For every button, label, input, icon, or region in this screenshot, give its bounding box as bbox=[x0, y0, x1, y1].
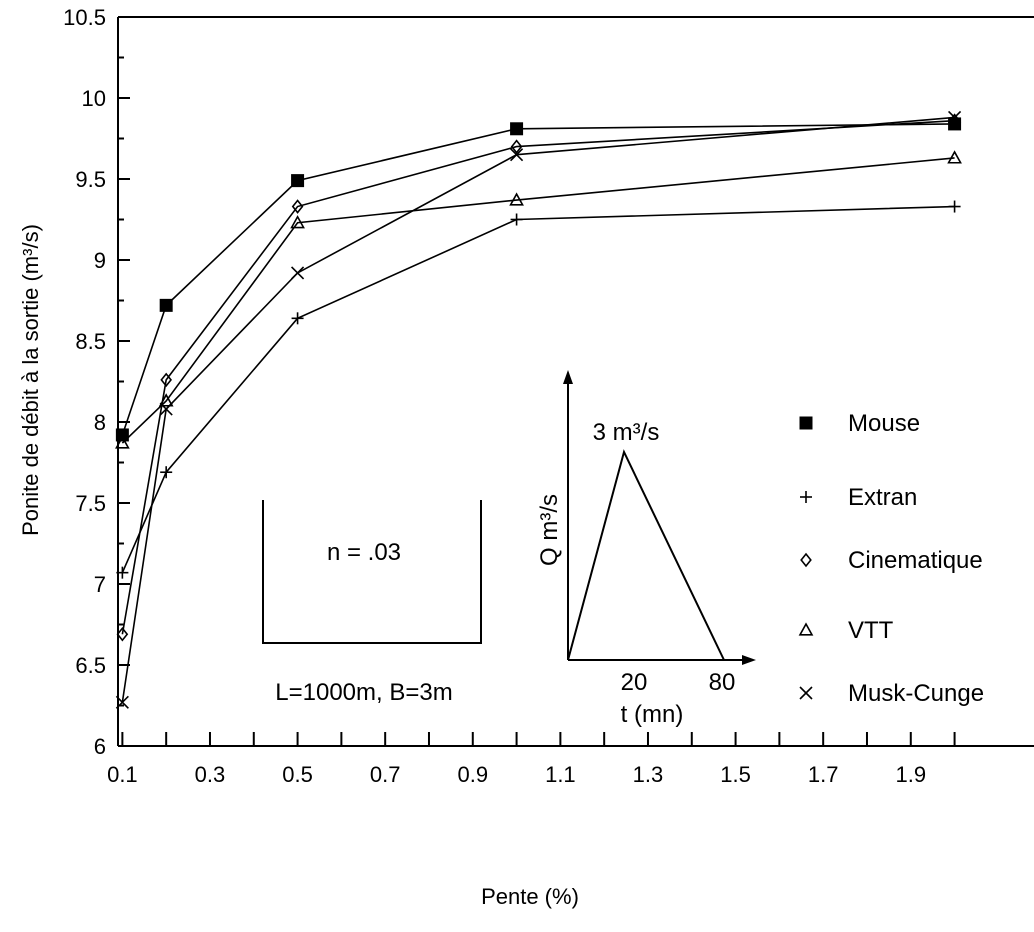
y-axis-title: Ponite de débit à la sortie (m³/s) bbox=[18, 224, 43, 536]
series-mouse bbox=[115, 117, 962, 442]
data-point-vtt bbox=[115, 435, 130, 449]
x-tick-label: 0.9 bbox=[457, 762, 488, 787]
x-tick-label: 0.7 bbox=[370, 762, 401, 787]
series-musk-cunge bbox=[115, 110, 962, 709]
y-tick-label: 10.5 bbox=[63, 5, 106, 30]
data-point-musk-cunge bbox=[510, 148, 524, 162]
data-point-vtt bbox=[509, 192, 524, 206]
data-point-mouse bbox=[115, 428, 129, 442]
data-point-musk-cunge bbox=[291, 266, 305, 280]
legend-item-cinematique: Cinematique bbox=[800, 547, 983, 574]
legend-item-extran: Extran bbox=[800, 484, 917, 511]
data-point-vtt bbox=[290, 215, 305, 229]
legend-item-vtt: VTT bbox=[798, 617, 894, 644]
legend-label-mouse: Mouse bbox=[848, 410, 920, 437]
x-tick-label: 1.1 bbox=[545, 762, 576, 787]
hydrograph-peak-label: 3 m³/s bbox=[593, 419, 660, 446]
hydrograph-y-label: Q m³/s bbox=[536, 494, 563, 566]
legend-marker-mouse bbox=[799, 416, 813, 430]
series-line-cinematique bbox=[121, 119, 955, 635]
x-tick-label: 0.5 bbox=[282, 762, 313, 787]
legend-item-mouse: Mouse bbox=[799, 410, 920, 437]
series-line-musk-cunge bbox=[121, 116, 955, 703]
data-point-mouse bbox=[291, 174, 305, 188]
y-tick-label: 6.5 bbox=[75, 653, 106, 678]
legend-label-cinematique: Cinematique bbox=[848, 547, 983, 574]
y-tick-label: 10 bbox=[82, 86, 106, 111]
y-tick-label: 7.5 bbox=[75, 491, 106, 516]
data-point-extran bbox=[116, 566, 129, 579]
hydrograph-tick-20: 20 bbox=[621, 669, 648, 696]
data-point-cinematique bbox=[160, 372, 173, 388]
y-tick-label: 8.5 bbox=[75, 329, 106, 354]
y-tick-label: 8 bbox=[94, 410, 106, 435]
legend-label-extran: Extran bbox=[848, 484, 917, 511]
hydrograph-x-arrow bbox=[742, 655, 756, 665]
y-tick-label: 9.5 bbox=[75, 167, 106, 192]
x-tick-label: 0.3 bbox=[195, 762, 226, 787]
data-point-vtt bbox=[158, 393, 174, 407]
x-tick-label: 1.3 bbox=[633, 762, 664, 787]
data-point-extran bbox=[291, 312, 304, 325]
legend-item-musk-cunge: Musk-Cunge bbox=[799, 680, 984, 707]
legend-marker-vtt bbox=[798, 622, 814, 636]
y-tick-label: 6 bbox=[94, 734, 106, 759]
ticks: 6 6.5 7 7.5 8 8.5 9 9.5 10 10.5 0.1 0.3 0.5 0.7 0.9 1.1… bbox=[63, 5, 956, 787]
y-tick-label: 7 bbox=[94, 572, 106, 597]
legend-label-vtt: VTT bbox=[848, 617, 894, 644]
x-tick-label: 1.5 bbox=[720, 762, 751, 787]
legend-marker-cinematique bbox=[800, 552, 812, 568]
series bbox=[115, 110, 962, 709]
data-point-cinematique bbox=[948, 113, 961, 128]
axes bbox=[117, 16, 1034, 747]
hydrograph-y-arrow bbox=[563, 370, 573, 384]
data-point-vtt bbox=[947, 150, 962, 164]
data-point-extran bbox=[160, 466, 173, 479]
data-point-cinematique bbox=[291, 199, 304, 214]
series-cinematique bbox=[116, 113, 961, 642]
hydrograph-inset: 3 m³/s Q m³/s 20 80 t (mn) bbox=[536, 370, 756, 728]
legend: Mouse Extran Cinematique VTT Musk-Cunge bbox=[798, 410, 984, 707]
x-axis-title: Pente (%) bbox=[481, 884, 579, 909]
series-line-vtt bbox=[121, 157, 955, 444]
data-point-cinematique bbox=[116, 626, 129, 642]
legend-marker-musk-cunge bbox=[799, 686, 813, 700]
data-point-musk-cunge bbox=[115, 695, 129, 709]
y-tick-label: 9 bbox=[94, 248, 106, 273]
channel-dimensions-label: L=1000m, B=3m bbox=[275, 679, 452, 706]
legend-marker-extran bbox=[800, 491, 812, 503]
data-point-mouse bbox=[510, 122, 524, 136]
data-point-musk-cunge bbox=[948, 110, 962, 125]
hydrograph-x-label: t (mn) bbox=[621, 701, 684, 728]
data-point-mouse bbox=[159, 298, 173, 312]
channel-inset: n = .03 L=1000m, B=3m bbox=[262, 500, 482, 706]
x-tick-label: 1.7 bbox=[808, 762, 839, 787]
hydrograph-curve bbox=[567, 449, 725, 661]
hydrograph-tick-80: 80 bbox=[709, 669, 736, 696]
manning-n-label: n = .03 bbox=[327, 539, 401, 566]
series-vtt bbox=[115, 150, 962, 449]
data-point-cinematique bbox=[510, 139, 523, 154]
x-tick-label: 1.9 bbox=[895, 762, 926, 787]
data-point-musk-cunge bbox=[159, 402, 173, 416]
data-point-extran bbox=[948, 200, 961, 213]
x-tick-label: 0.1 bbox=[107, 762, 138, 787]
channel-section-shape bbox=[262, 500, 482, 644]
legend-label-musk-cunge: Musk-Cunge bbox=[848, 680, 984, 707]
data-point-extran bbox=[510, 213, 523, 226]
